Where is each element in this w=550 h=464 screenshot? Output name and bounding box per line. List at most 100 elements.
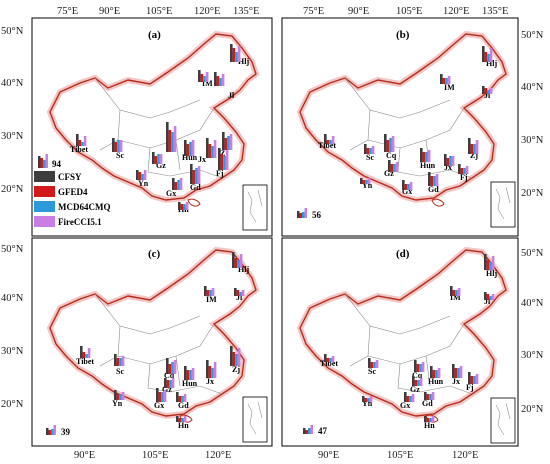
province-bar [437, 368, 441, 378]
lat-label: 50°N [1, 244, 24, 255]
province-bar [168, 130, 172, 152]
scale-bar-segment [305, 430, 308, 434]
lon-label: 105°E [142, 450, 168, 461]
province-bar [171, 132, 174, 152]
legend-swatch-cfsy [34, 171, 55, 182]
province-bar [370, 362, 374, 368]
province-bar [173, 360, 177, 374]
province-bar [183, 416, 187, 422]
lat-label: 50°N [521, 248, 544, 259]
province-bar [484, 88, 488, 94]
province-bar [430, 366, 433, 378]
lon-label: 120°E [194, 6, 220, 17]
province-bar [440, 74, 443, 84]
scale-bar-segment [308, 428, 311, 434]
province-label: Fj [466, 383, 474, 392]
province-bar [402, 180, 405, 190]
province-bar [373, 362, 376, 368]
province-bar [166, 358, 169, 374]
province-bar [386, 140, 390, 152]
province-bar [185, 202, 189, 210]
province-bar [421, 362, 425, 372]
province-label: Jl [484, 297, 491, 306]
province-bar [414, 360, 417, 372]
province-bar [433, 176, 436, 186]
province-bar [114, 142, 118, 152]
province-bar [208, 366, 212, 378]
province-bar [168, 364, 172, 374]
province-bar [237, 348, 241, 366]
south-sea-inset [242, 396, 268, 443]
lon-label: 105°E [387, 450, 413, 461]
province-label: Jl [484, 91, 491, 100]
lat-label: 40°N [1, 293, 24, 304]
province-bar [367, 178, 371, 184]
province-bar [489, 262, 492, 270]
province-label: Hun [182, 153, 198, 162]
province-label: Gd [190, 183, 201, 192]
province-bar [442, 78, 446, 84]
province-bar [179, 178, 183, 190]
province-bar [174, 182, 178, 190]
province-bar [470, 376, 474, 384]
province-label: Jx [206, 377, 214, 386]
province-label: Yn [362, 181, 373, 190]
province-bar [482, 86, 485, 94]
province-bar [412, 376, 415, 386]
province-bar [158, 392, 162, 402]
inset-islands [495, 186, 511, 220]
province-bar [422, 152, 426, 162]
province-label: Zj [470, 151, 478, 160]
province-label: IM [450, 293, 461, 302]
legend-label: CFSY [58, 172, 82, 182]
province-bar [176, 392, 179, 402]
scale-bar-segment [40, 158, 43, 168]
province-bar [173, 126, 177, 152]
province-bar [368, 358, 371, 368]
province-bar [178, 418, 182, 422]
scale-bar: 94 [38, 154, 62, 169]
province-lines [344, 293, 473, 395]
province-label: Tibet [76, 357, 94, 366]
province-bar [198, 70, 201, 82]
province-bar [180, 204, 184, 210]
province-bar [78, 140, 82, 146]
province-bar [486, 260, 490, 270]
province-label: Jx [452, 377, 460, 386]
province-bar [208, 144, 212, 158]
panel-label: (c) [148, 248, 161, 260]
province-label: Cq [164, 371, 175, 380]
scale-bar-segment [303, 428, 306, 434]
province-bar [184, 140, 187, 156]
province-bar [324, 354, 327, 362]
province-label: Gd [178, 401, 189, 410]
province-bar [446, 158, 450, 166]
province-bar [429, 394, 432, 400]
province-bar [225, 150, 229, 170]
province-bar [213, 140, 217, 158]
province-bar [364, 144, 367, 154]
province-label: Gz [156, 161, 166, 170]
lon-label: 90°E [318, 450, 339, 461]
province-bar [449, 156, 452, 166]
province-bar [362, 396, 365, 402]
province-label: Yn [138, 179, 149, 188]
province-bar [417, 380, 420, 386]
province-bar [414, 380, 418, 386]
province-bar [206, 138, 209, 158]
province-bar [219, 78, 222, 86]
lon-label: 120°E [443, 6, 469, 17]
province-bar [232, 48, 236, 62]
province-label: Yn [112, 399, 123, 408]
province-bar [178, 396, 182, 402]
province-bar [176, 416, 179, 422]
province-bar [369, 148, 372, 154]
province-bar [484, 52, 488, 62]
province-bar [424, 392, 427, 400]
scale-bar: 47 [303, 425, 328, 436]
province-bar [468, 372, 471, 384]
province-bar [213, 362, 217, 378]
province-bar [468, 138, 471, 154]
province-bar [457, 368, 460, 378]
